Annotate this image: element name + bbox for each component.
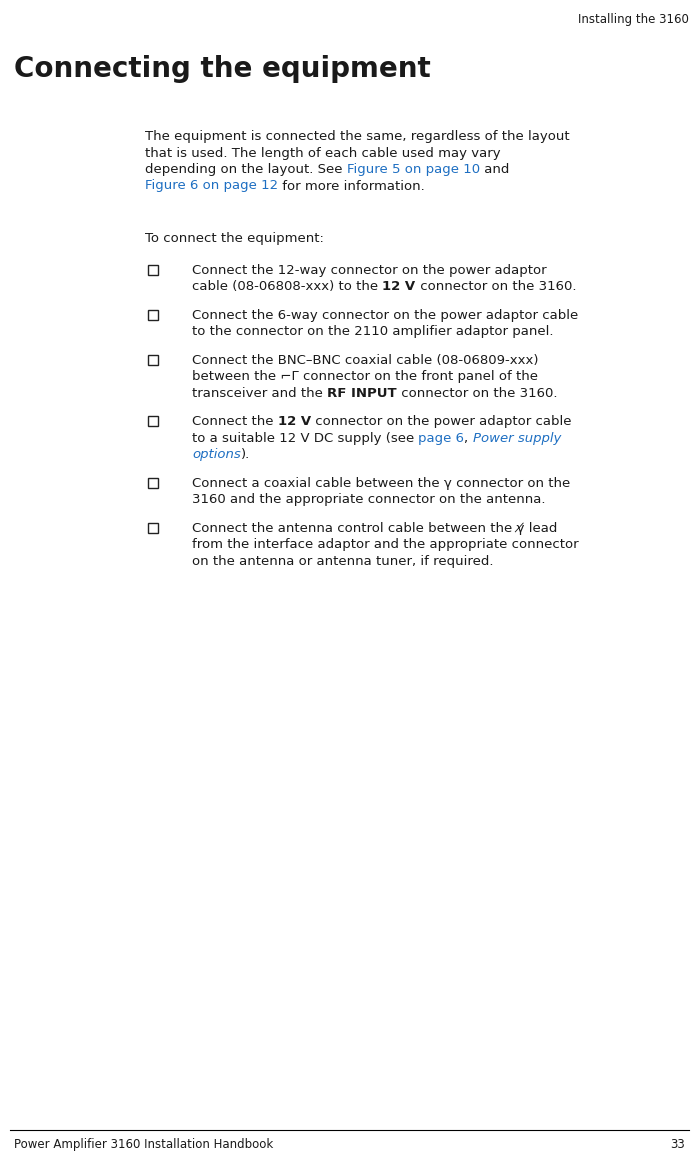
Text: 12 V: 12 V (278, 415, 311, 428)
Text: connector on the 3160.: connector on the 3160. (415, 280, 576, 293)
Text: Connect a coaxial cable between the γ connector on the: Connect a coaxial cable between the γ co… (192, 477, 570, 490)
Text: The equipment is connected the same, regardless of the layout: The equipment is connected the same, reg… (145, 130, 570, 143)
Text: to a suitable 12 V DC supply (see: to a suitable 12 V DC supply (see (192, 431, 419, 444)
Text: for more information.: for more information. (278, 179, 425, 193)
Text: connector on the 3160.: connector on the 3160. (397, 386, 557, 400)
Text: To connect the equipment:: To connect the equipment: (145, 233, 324, 245)
Bar (148, 309, 158, 320)
Text: connector on the power adaptor cable: connector on the power adaptor cable (311, 415, 571, 428)
Text: Connect the BNC–BNC coaxial cable (08-06809-xxx): Connect the BNC–BNC coaxial cable (08-06… (192, 354, 538, 366)
Bar (148, 522, 158, 533)
Text: Connecting the equipment: Connecting the equipment (14, 55, 431, 83)
Text: from the interface adaptor and the appropriate connector: from the interface adaptor and the appro… (192, 538, 579, 551)
Text: Figure 6 on page 12: Figure 6 on page 12 (145, 179, 278, 193)
Text: Connect the: Connect the (192, 415, 278, 428)
Text: 12 V: 12 V (382, 280, 415, 293)
Text: 33: 33 (670, 1139, 685, 1151)
Text: depending on the layout. See: depending on the layout. See (145, 163, 347, 176)
Text: that is used. The length of each cable used may vary: that is used. The length of each cable u… (145, 147, 500, 159)
Text: and: and (480, 163, 510, 176)
Text: options: options (192, 448, 240, 462)
Text: 3160 and the appropriate connector on the antenna.: 3160 and the appropriate connector on th… (192, 493, 545, 506)
Text: between the ⌐Γ connector on the front panel of the: between the ⌐Γ connector on the front pa… (192, 370, 538, 383)
Text: ).: ). (240, 448, 250, 462)
Text: Installing the 3160: Installing the 3160 (578, 13, 689, 26)
Text: page 6: page 6 (419, 431, 465, 444)
Text: ,: , (465, 431, 473, 444)
Text: to the connector on the 2110 amplifier adaptor panel.: to the connector on the 2110 amplifier a… (192, 326, 554, 338)
Text: RF INPUT: RF INPUT (327, 386, 397, 400)
Text: on the antenna or antenna tuner, if required.: on the antenna or antenna tuner, if requ… (192, 555, 493, 568)
Text: Figure 5 on page 10: Figure 5 on page 10 (347, 163, 480, 176)
Text: transceiver and the: transceiver and the (192, 386, 327, 400)
Text: cable (08-06808-xxx) to the: cable (08-06808-xxx) to the (192, 280, 382, 293)
Bar (148, 416, 158, 426)
Text: Connect the 12-way connector on the power adaptor: Connect the 12-way connector on the powe… (192, 264, 547, 277)
Bar (148, 265, 158, 274)
Text: Power Amplifier 3160 Installation Handbook: Power Amplifier 3160 Installation Handbo… (14, 1139, 273, 1151)
Text: Connect the antenna control cable between the γ̸ lead: Connect the antenna control cable betwee… (192, 522, 557, 535)
Bar (148, 478, 158, 487)
Text: Connect the 6-way connector on the power adaptor cable: Connect the 6-way connector on the power… (192, 308, 578, 322)
Bar (148, 355, 158, 365)
Text: Power supply: Power supply (473, 431, 561, 444)
